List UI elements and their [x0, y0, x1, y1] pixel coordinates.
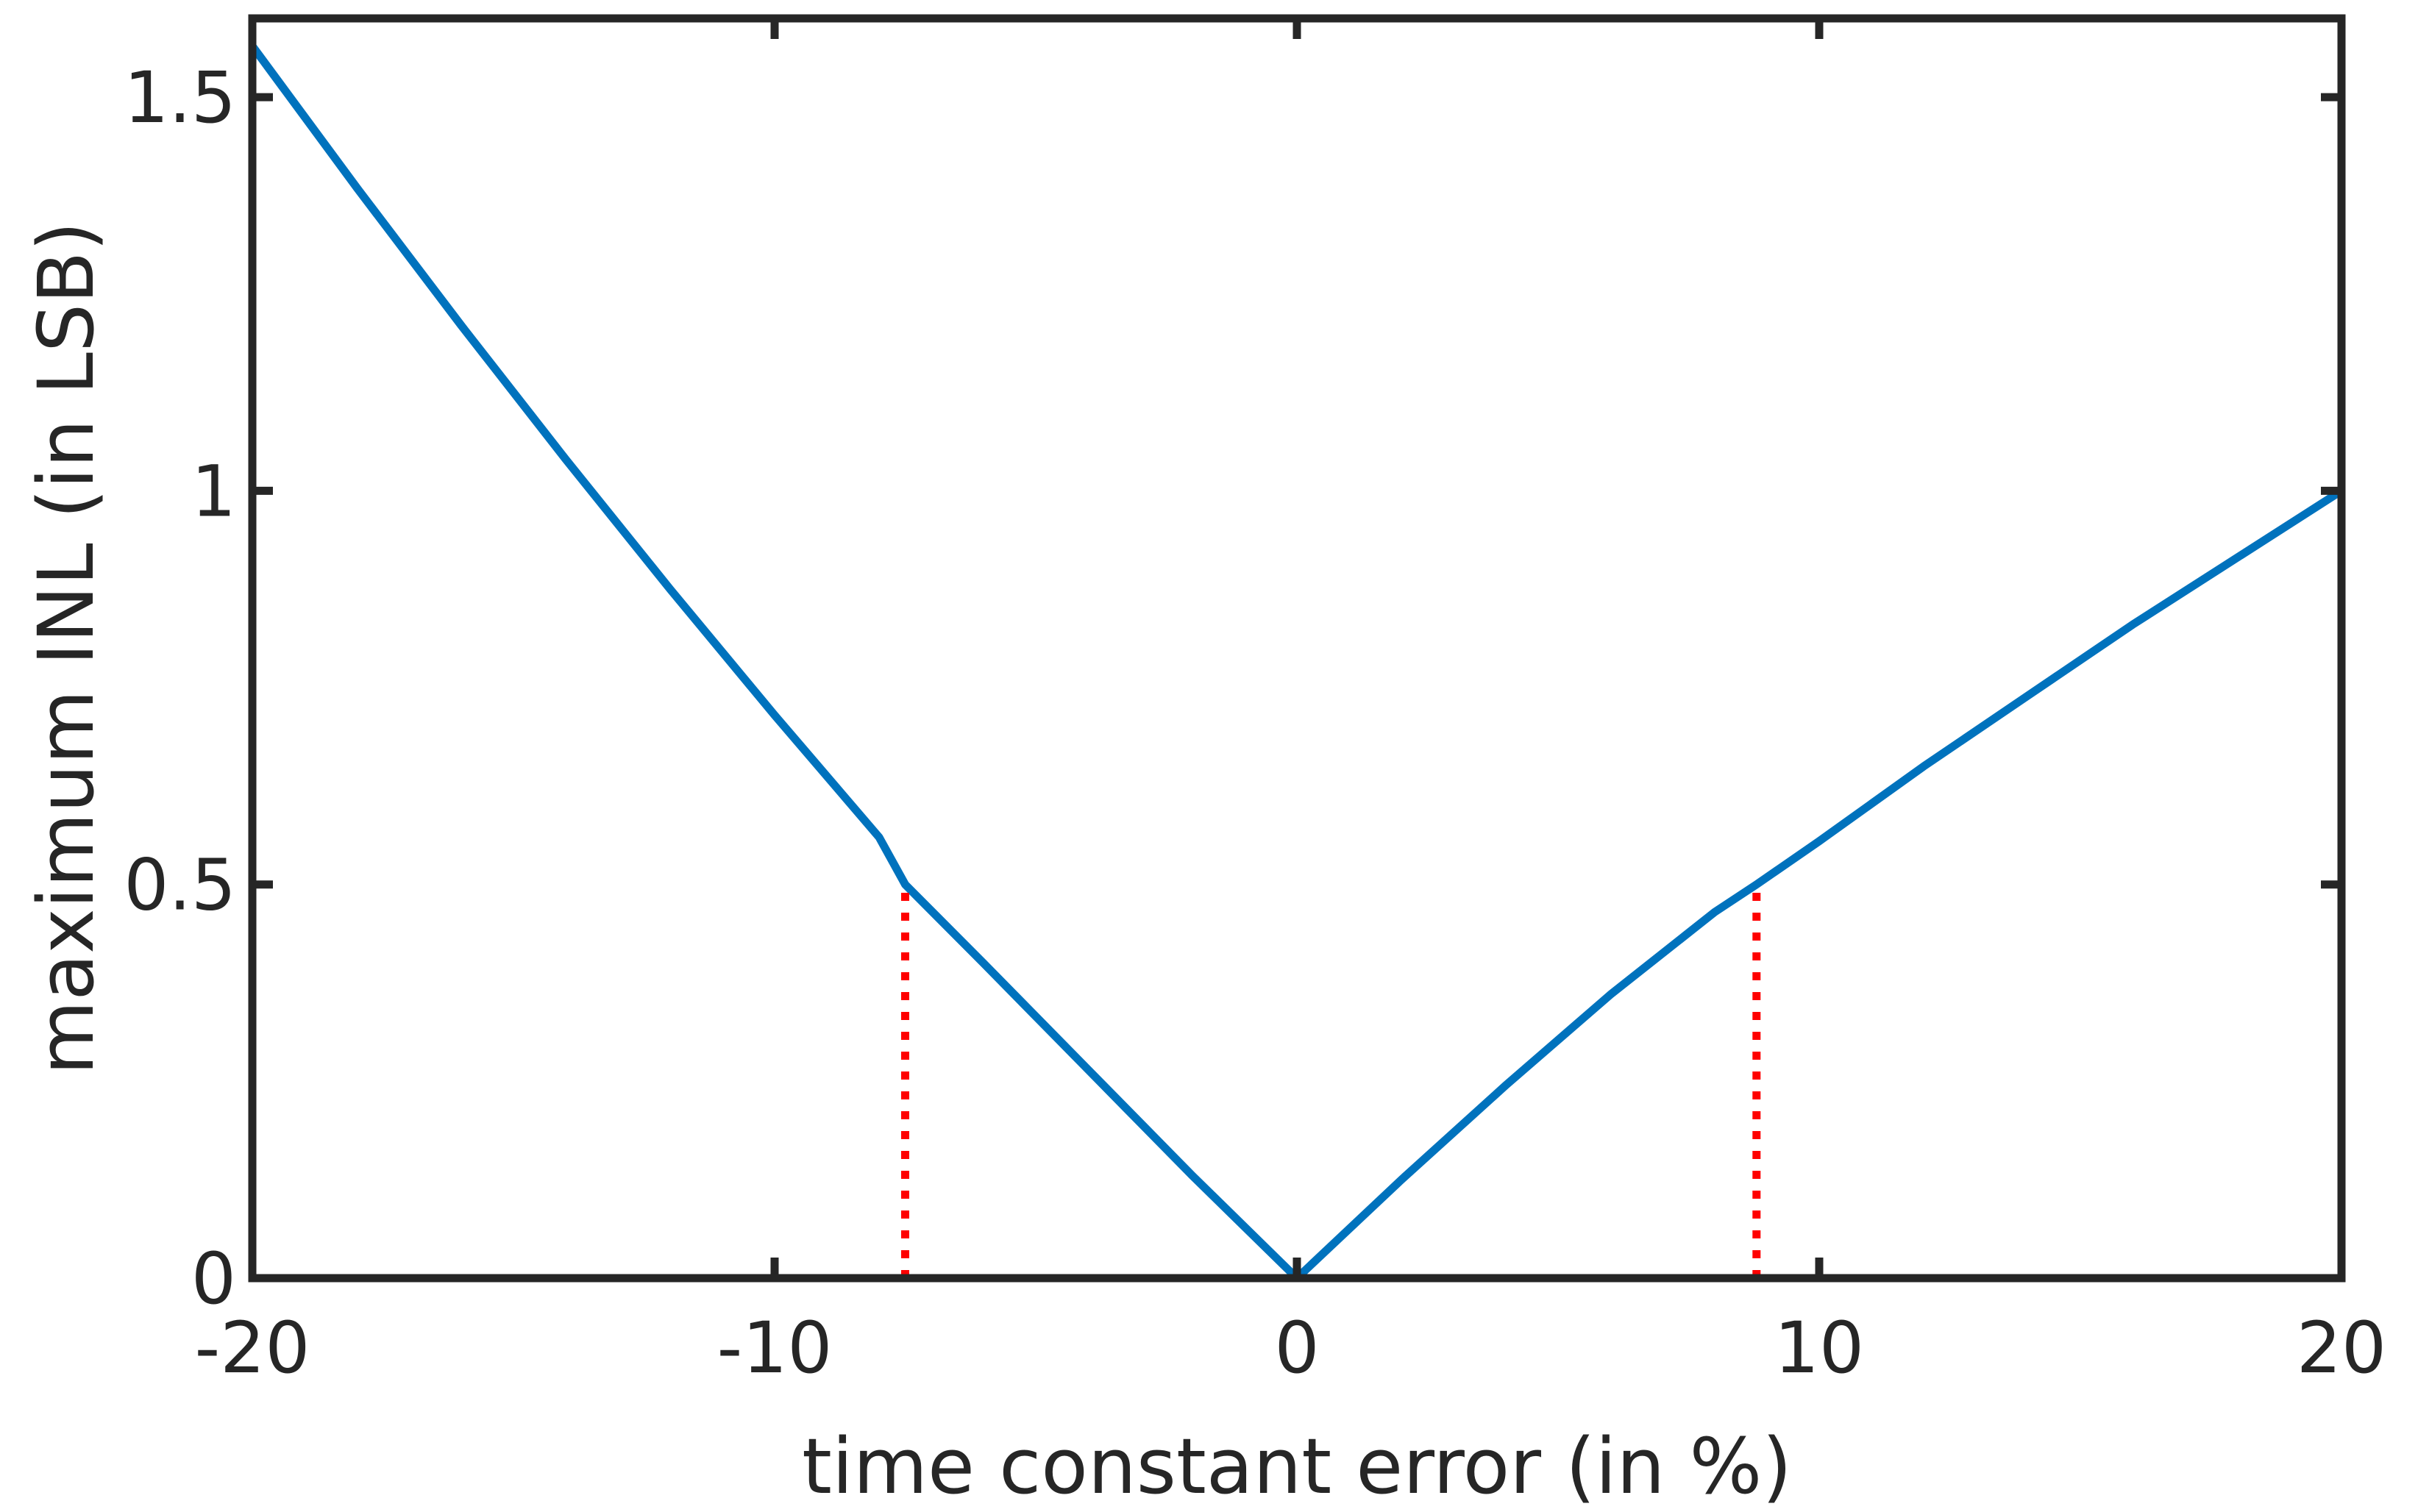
plot-marks — [248, 42, 2346, 1283]
y-tick-label: 1.5 — [124, 57, 236, 139]
x-axis-label: time constant error (in %) — [802, 1422, 1792, 1511]
y-tick-label: 0 — [191, 1238, 236, 1320]
tick-labels: -20 -10 0 10 20 0 0.5 1 1.5 — [124, 57, 2386, 1389]
y-axis-label: maximum INL (in LSB) — [21, 221, 111, 1075]
axes-frame — [248, 14, 2346, 1283]
y-tick-label: 1 — [191, 450, 236, 532]
x-tick-label: 10 — [1774, 1307, 1864, 1389]
x-tick-label: 0 — [1274, 1307, 1319, 1389]
x-tick-label: -10 — [717, 1307, 833, 1389]
x-tick-label: 20 — [2297, 1307, 2386, 1389]
axis-ticks — [248, 18, 2346, 1283]
x-tick-label: -20 — [195, 1307, 310, 1389]
axes-box — [248, 14, 2346, 1283]
y-tick-label: 0.5 — [124, 844, 236, 927]
series-line-0 — [248, 42, 2346, 1283]
